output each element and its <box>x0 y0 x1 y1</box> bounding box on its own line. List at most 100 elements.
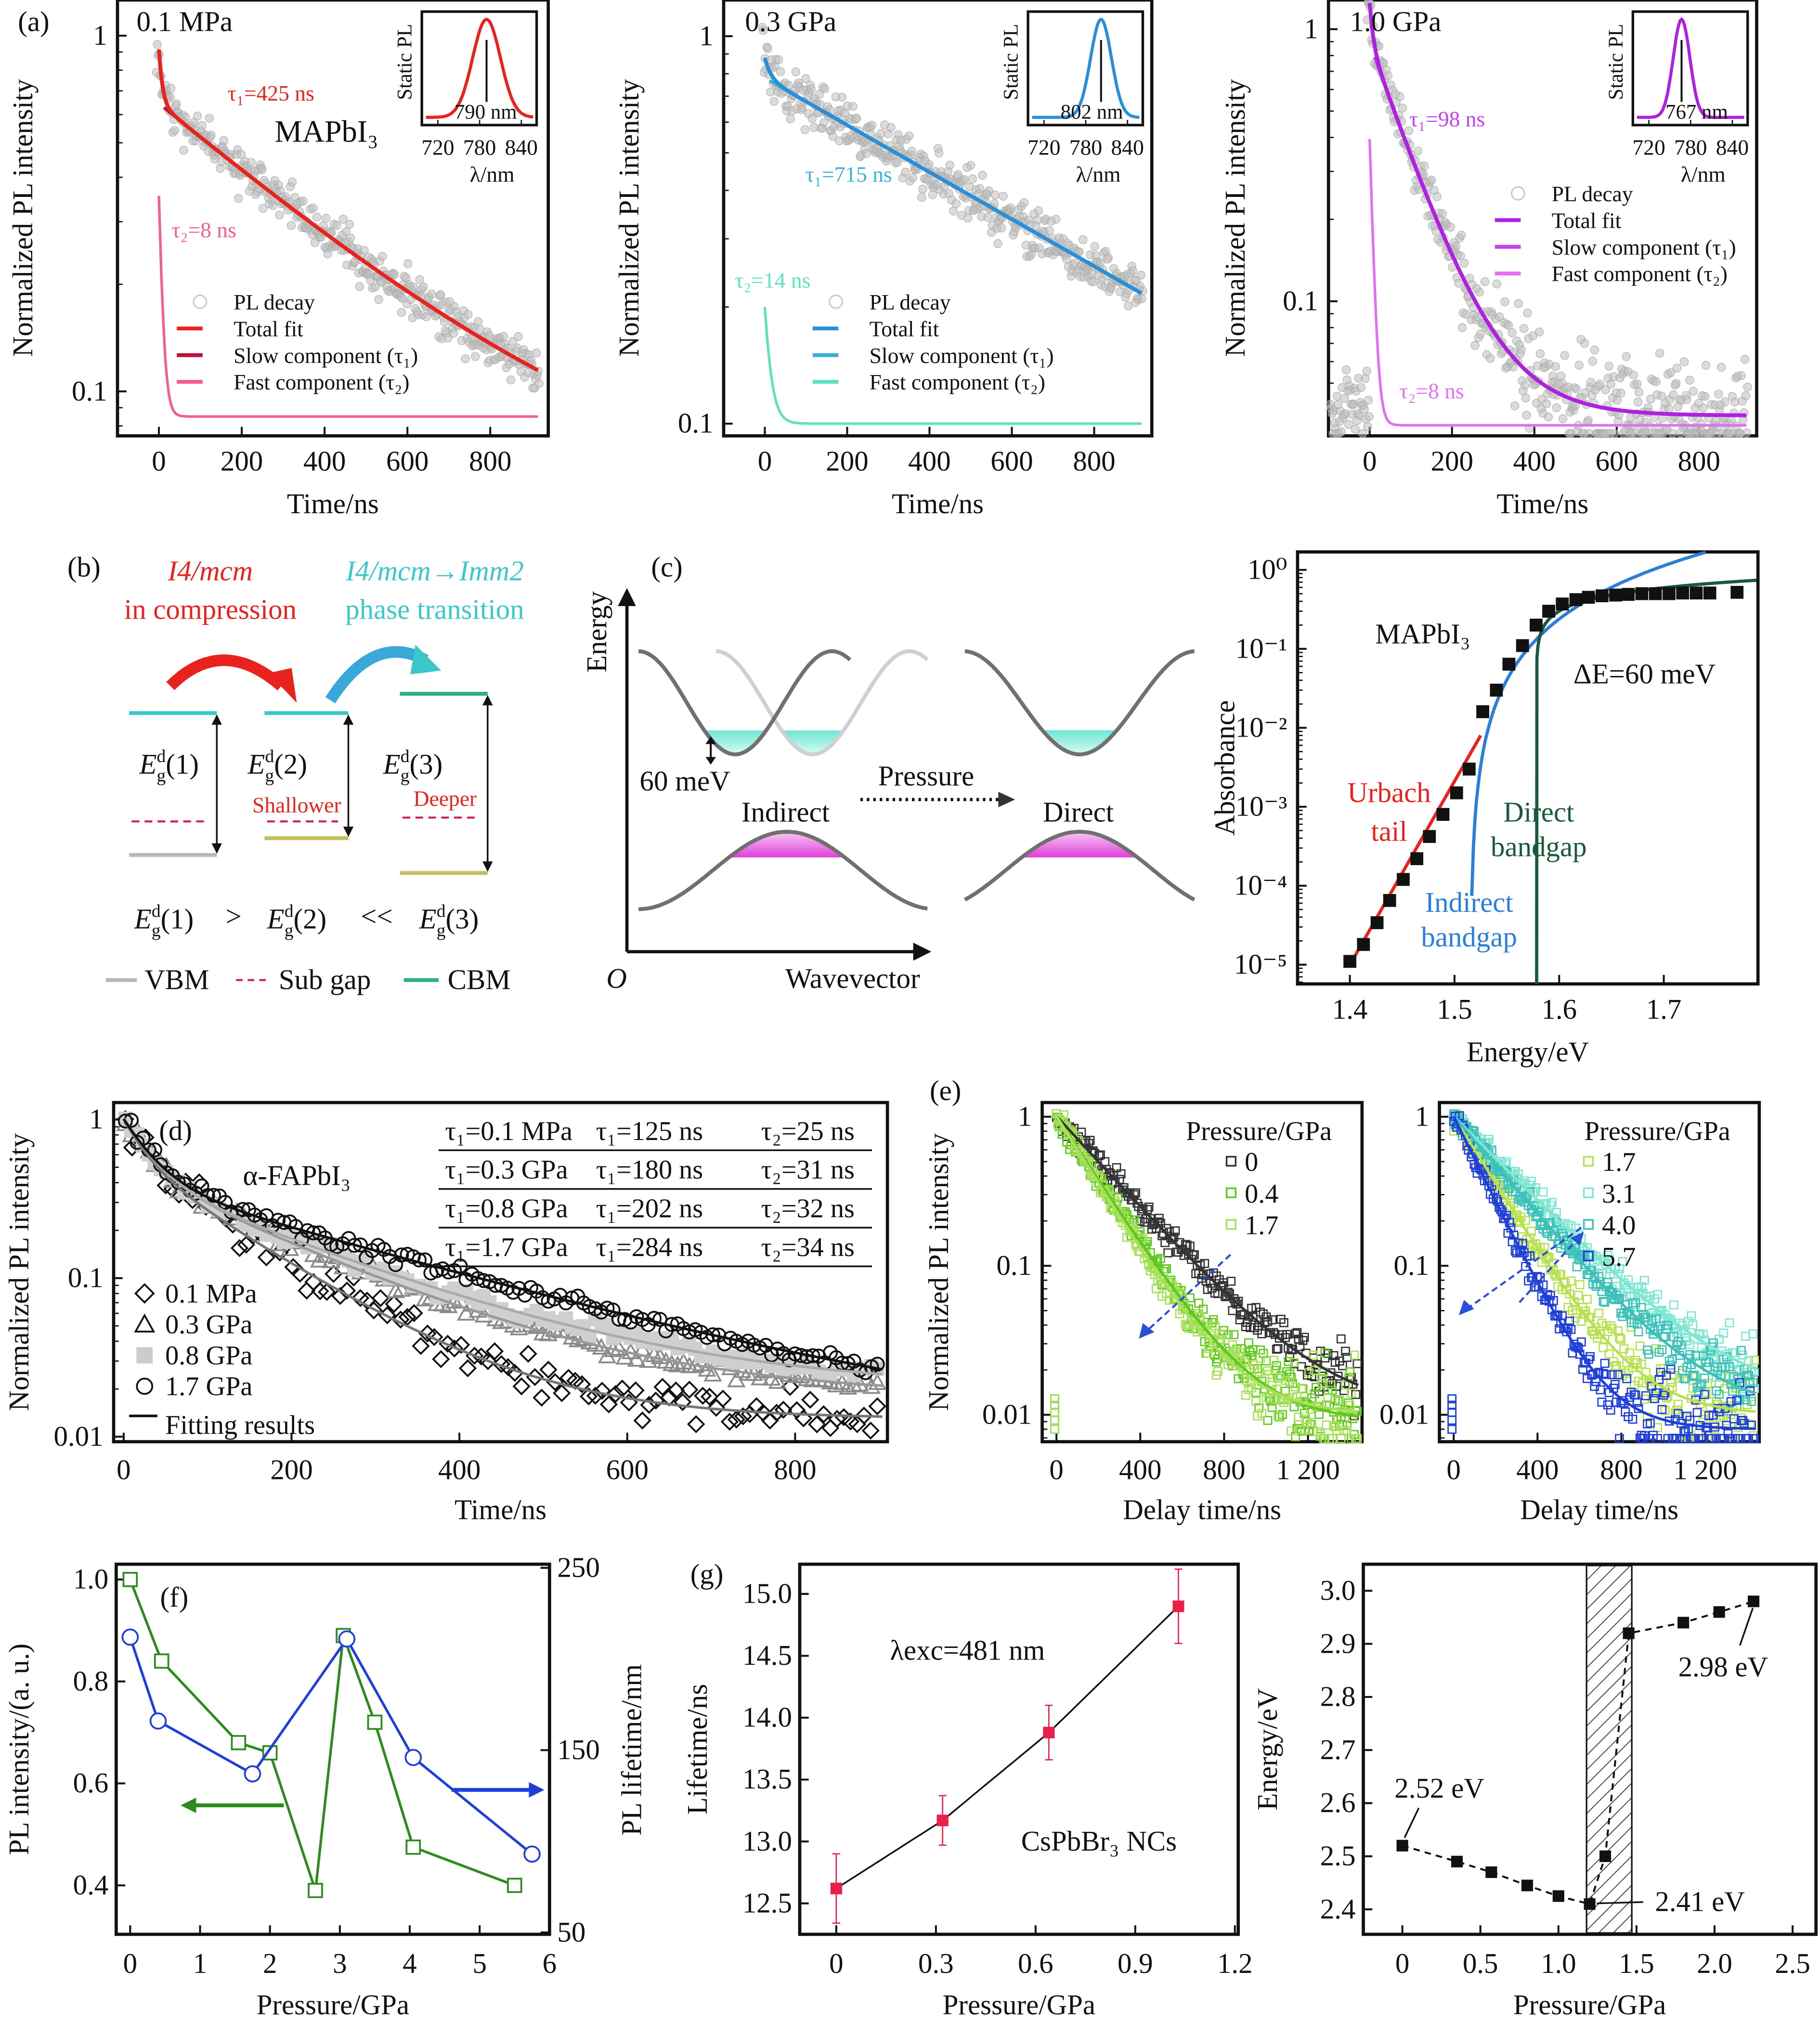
data-point <box>1575 1280 1585 1289</box>
x-axis-label: Time/ns <box>892 488 984 519</box>
absorbance-point <box>1502 658 1516 671</box>
data-point <box>449 328 458 338</box>
x-tick-label: 800 <box>469 445 511 477</box>
legend-marker-pl-decay <box>1510 186 1525 201</box>
x-tick-label: 800 <box>1678 445 1720 477</box>
bandgap-label: Ed g(3) <box>383 747 442 786</box>
inset-y-axis-label: Static PL <box>1000 24 1023 100</box>
data-point-circle <box>244 1765 261 1783</box>
data-point <box>1730 1348 1740 1358</box>
data-point <box>1172 1600 1184 1612</box>
plot-frame <box>722 0 1154 438</box>
data-point-diamond <box>821 1419 840 1438</box>
data-point <box>867 121 877 130</box>
inset-x-axis-label: λ/nm <box>1076 162 1121 187</box>
data-point <box>1486 354 1495 363</box>
absorbance-point <box>1370 916 1384 929</box>
table-cell: τ₁=202 ns <box>596 1194 703 1224</box>
data-point <box>1666 368 1675 377</box>
panel-label-e: (e) <box>930 1075 961 1106</box>
table-cell: τ₁=125 ns <box>596 1116 703 1146</box>
data-point <box>1356 383 1365 392</box>
data-point <box>1340 394 1349 403</box>
x-tick-label: 5 <box>472 1947 486 1979</box>
panel-label-f: (f) <box>160 1581 188 1613</box>
data-point <box>1669 1300 1678 1309</box>
data-point <box>1583 1295 1592 1304</box>
y-tick-label: 10⁰ <box>1248 554 1287 585</box>
tau2-label: τ₂=8 ns <box>171 218 236 242</box>
x-tick-label: 1.5 <box>1437 993 1472 1025</box>
data-point-diamond <box>720 1413 739 1431</box>
panel-label-d: (d) <box>159 1115 192 1146</box>
data-point <box>1679 357 1689 366</box>
label-part-sup: d <box>401 747 410 766</box>
x-tick-label: 400 <box>438 1453 481 1485</box>
data-point <box>1606 379 1615 389</box>
x-axis-label: Time/ns <box>455 1493 546 1525</box>
data-point-diamond <box>687 1415 705 1434</box>
phase-label-right: I4/mcm→Imm2 <box>345 555 524 586</box>
data-point <box>1588 357 1598 366</box>
data-point <box>1633 397 1643 407</box>
data-point-triangle <box>439 1296 458 1313</box>
data-point-triangle <box>456 1304 476 1321</box>
absorbance-point <box>1436 808 1450 821</box>
data-point <box>1050 1425 1060 1434</box>
data-point <box>1045 226 1054 235</box>
data-point <box>1631 1300 1640 1309</box>
data-point <box>499 332 508 341</box>
y-tick-label: 0.01 <box>982 1399 1032 1430</box>
arrow-head-icon <box>181 1797 196 1814</box>
data-point <box>378 252 387 261</box>
data-point <box>461 354 470 363</box>
y-tick-label: 10⁻¹ <box>1235 633 1287 664</box>
table-cell: τ₂=34 ns <box>761 1232 855 1262</box>
legend-label: Fast component (τ₂) <box>234 370 409 394</box>
legend-marker-circle <box>136 1377 154 1395</box>
label-part-sub: g <box>157 766 166 786</box>
data-point <box>1742 428 1751 438</box>
data-point <box>759 26 768 35</box>
y-axis-label: Energy/eV <box>1251 1688 1283 1810</box>
data-point <box>1646 394 1655 403</box>
absorbance-point <box>1383 894 1396 907</box>
x-tick-label: 200 <box>826 445 868 477</box>
data-point <box>1034 206 1043 215</box>
legend-marker-square <box>136 1347 153 1364</box>
data-point-diamond <box>774 1400 793 1419</box>
relation-term: Ed g(3) <box>419 901 479 940</box>
legend-title: Pressure/GPa <box>1186 1116 1332 1146</box>
x-tick-label: 1 200 <box>1276 1453 1340 1485</box>
legend-label-sub-gap: Sub gap <box>279 963 371 995</box>
absorbance-point <box>1635 587 1649 600</box>
absorbance-point <box>1676 586 1690 600</box>
data-point <box>1606 1405 1615 1415</box>
data-point <box>1383 71 1392 80</box>
gap-label: 60 meV <box>640 765 730 797</box>
absorbance-point <box>1410 852 1424 865</box>
x-tick-label: 1.6 <box>1541 993 1577 1025</box>
data-point-diamond <box>633 1411 651 1430</box>
peak-label: 802 nm <box>1061 101 1123 123</box>
energy-annotation: 2.52 eV <box>1394 1772 1484 1804</box>
data-point-square <box>507 1878 522 1893</box>
legend-marker-pl-decay <box>193 294 208 309</box>
data-point-diamond <box>848 1415 867 1433</box>
y-tick-label: 0.1 <box>68 1262 104 1294</box>
data-point-square <box>405 1839 421 1855</box>
y-tick-label: 10⁻⁴ <box>1234 869 1287 901</box>
x-tick-label: 600 <box>386 445 429 477</box>
plot-frame <box>114 1562 551 1936</box>
data-point <box>172 99 181 108</box>
data-point-diamond <box>506 1363 524 1382</box>
y-tick-label: 1 <box>93 19 107 51</box>
label-part-arg: (1) <box>161 903 194 935</box>
data-point <box>800 125 809 134</box>
data-point <box>1341 365 1351 375</box>
label-part-arg: (2) <box>293 903 326 935</box>
x-tick-label: 600 <box>1596 445 1638 477</box>
data-point <box>830 1882 842 1894</box>
data-point-diamond <box>714 1389 732 1408</box>
hole-fill-direct <box>1021 831 1138 858</box>
